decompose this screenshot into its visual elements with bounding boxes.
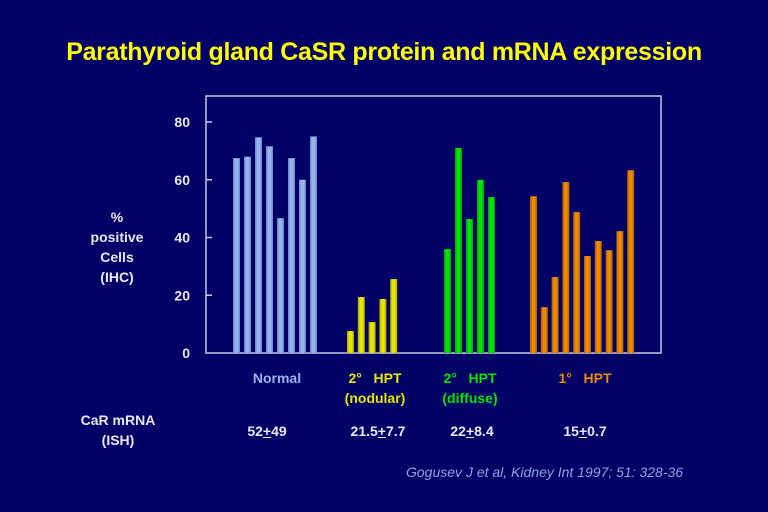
- bar: [455, 147, 462, 353]
- bar: [299, 179, 306, 353]
- category-label-normal: Normal: [232, 368, 322, 388]
- plus-minus-sign: +: [578, 423, 588, 439]
- y-tick-label: 40: [174, 230, 190, 246]
- mrna-sd: 49: [271, 423, 287, 439]
- y-axis-label-line: (IHC): [100, 269, 134, 285]
- category-label-line: 1° HPT: [558, 370, 612, 386]
- category-label-diffuse: 2° HPT (diffuse): [425, 368, 515, 408]
- category-label-nodular: 2° HPT (nodular): [330, 368, 420, 408]
- y-tick-label: 80: [174, 114, 190, 130]
- bar: [573, 212, 581, 353]
- bar: [368, 322, 376, 353]
- category-label-line: Normal: [252, 370, 302, 386]
- mrna-sd: 8.4: [474, 423, 494, 439]
- category-label-line: (diffuse): [442, 390, 498, 406]
- bar: [347, 331, 354, 353]
- bar: [584, 255, 591, 353]
- bar: [562, 182, 570, 353]
- bar: [357, 296, 365, 353]
- bar: [288, 158, 295, 353]
- bar: [594, 240, 602, 353]
- mrna-value-nodular: 21.5+7.7: [333, 423, 423, 439]
- bar: [444, 249, 451, 353]
- mrna-value-normal: 52+49: [232, 423, 302, 439]
- category-label-line: 2° HPT: [443, 370, 497, 386]
- mrna-row-label-line: CaR mRNA: [80, 412, 156, 428]
- bar: [233, 158, 240, 353]
- bar: [466, 219, 473, 353]
- bar: [540, 307, 548, 353]
- y-axis-label-line: Cells: [100, 249, 134, 265]
- plus-minus-sign: +: [377, 423, 386, 439]
- bar: [390, 279, 398, 353]
- bar: [488, 197, 495, 353]
- bar: [277, 218, 284, 353]
- y-tick-label: 60: [174, 172, 190, 188]
- mrna-mean: 15: [563, 423, 579, 439]
- plus-minus-sign: +: [262, 423, 272, 439]
- bar: [477, 179, 484, 353]
- mrna-mean: 21.5: [350, 423, 378, 439]
- y-tick-label: 20: [174, 287, 190, 303]
- mrna-mean: 52: [247, 423, 263, 439]
- y-axis-label-line: %: [110, 209, 124, 225]
- mrna-value-diffuse: 22+8.4: [432, 423, 512, 439]
- chart-title: Parathyroid gland CaSR protein and mRNA …: [66, 38, 702, 66]
- citation: Gogusev J et al, Kidney Int 1997; 51: 32…: [406, 464, 684, 480]
- bar: [266, 146, 273, 353]
- category-label-primary: 1° HPT: [540, 368, 630, 388]
- category-label-line: (nodular): [344, 390, 406, 406]
- y-tick-label: 0: [182, 345, 190, 361]
- bar: [244, 156, 251, 353]
- bar: [530, 196, 537, 353]
- y-axis-label: % positive Cells (IHC): [80, 207, 154, 287]
- bar: [310, 136, 317, 353]
- bar: [627, 170, 635, 353]
- plot-frame: [205, 95, 662, 354]
- plus-minus-sign: +: [465, 423, 475, 439]
- bar: [551, 277, 559, 353]
- bar: [255, 137, 262, 353]
- bar: [379, 299, 387, 353]
- mrna-row-label: CaR mRNA (ISH): [70, 410, 166, 450]
- y-axis-label-line: positive: [90, 229, 144, 245]
- category-label-line: 2° HPT: [348, 370, 402, 386]
- bar: [616, 231, 624, 353]
- mrna-mean: 22: [450, 423, 466, 439]
- mrna-sd: 0.7: [587, 423, 607, 439]
- bar: [605, 250, 613, 353]
- mrna-row-label-line: (ISH): [101, 432, 135, 448]
- mrna-value-primary: 15+0.7: [545, 423, 625, 439]
- mrna-sd: 7.7: [385, 423, 406, 439]
